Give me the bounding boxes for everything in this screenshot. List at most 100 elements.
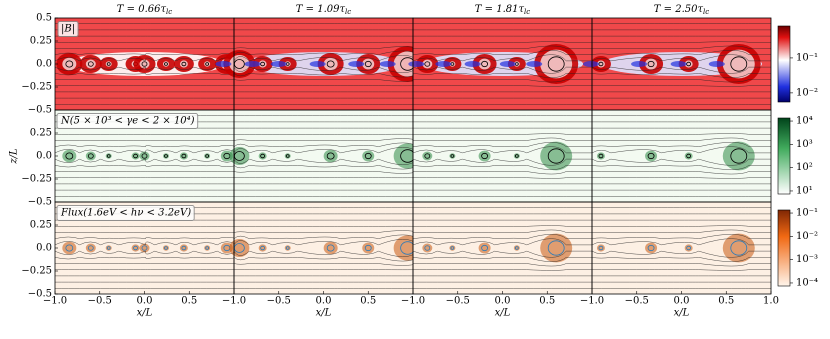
x-tick-label: 0.5	[181, 296, 197, 307]
plasmoid	[204, 245, 210, 250]
blue-region	[245, 61, 261, 67]
y-tick-label: 0.25	[30, 36, 52, 47]
plasmoid	[132, 152, 140, 159]
plasmoid	[645, 151, 657, 162]
column-title-main: T = 1.81τ	[475, 4, 525, 15]
plasmoid	[685, 244, 693, 251]
colorbar-tick-label: 10⁻¹	[796, 52, 818, 63]
blue-region	[215, 61, 231, 67]
row-label: Flux(1.6eV < hν < 3.2eV)	[60, 208, 191, 219]
plasmoid	[204, 61, 210, 66]
plasmoid	[479, 243, 491, 254]
blue-region	[380, 61, 396, 67]
y-axis-label: z/L	[9, 148, 20, 165]
plasmoid	[285, 245, 291, 250]
plasmoid	[86, 244, 96, 253]
blue-region	[408, 61, 424, 67]
colorbar-tick-label: 10³	[796, 139, 813, 150]
plasmoid	[540, 50, 572, 79]
y-tick-label: −0.5	[28, 105, 52, 116]
plasmoid	[229, 239, 249, 257]
y-tick-label: 0.25	[30, 220, 52, 231]
plasmoid	[86, 60, 96, 69]
blue-region	[348, 61, 364, 67]
column-title-sub: lc	[345, 8, 351, 16]
colorbar-tick-label: 10¹	[796, 185, 813, 196]
blue-region	[465, 61, 481, 67]
colorbar	[778, 26, 790, 102]
colorbar-tick-label: 10²	[796, 162, 813, 173]
x-axis-label: x/L	[316, 308, 332, 319]
x-tick-label: −0.5	[446, 296, 470, 307]
x-tick-label: −1.0	[43, 296, 67, 307]
column-title: T = 1.09τlc	[296, 4, 351, 17]
y-tick-label: −0.5	[28, 197, 52, 208]
column-title-sub: lc	[166, 8, 172, 16]
plasmoid	[204, 153, 210, 158]
x-tick-label: −0.5	[625, 296, 649, 307]
plasmoid	[362, 151, 374, 162]
x-axis-label: x/L	[674, 308, 690, 319]
plasmoid	[106, 153, 112, 158]
column-title-main: T = 2.50τ	[654, 4, 704, 15]
plasmoid	[62, 58, 76, 71]
y-tick-label: 0.0	[36, 59, 52, 70]
plasmoid	[163, 153, 169, 158]
plasmoid	[685, 152, 693, 159]
y-tick-label: −0.25	[21, 82, 52, 93]
plasmoid	[180, 244, 188, 251]
plasmoid	[324, 150, 338, 163]
plasmoid	[362, 243, 374, 254]
x-tick-label: 0.0	[674, 296, 690, 307]
y-tick-label: −0.25	[21, 266, 52, 277]
plasmoid	[723, 142, 755, 171]
plasmoid	[514, 153, 520, 158]
column-title-main: T = 0.66τ	[117, 4, 167, 15]
x-axis-label: x/L	[495, 308, 511, 319]
plasmoid	[723, 234, 755, 263]
plasmoid	[229, 147, 249, 165]
blue-region	[526, 61, 542, 67]
plasmoid	[479, 151, 491, 162]
colorbar-tick-label: 10⁻¹	[796, 208, 818, 219]
x-tick-label: 0.5	[539, 296, 555, 307]
plasmoid	[180, 152, 188, 159]
plasmoid	[597, 152, 605, 159]
x-tick-label: −0.5	[88, 296, 112, 307]
plasmoid	[140, 60, 150, 69]
colorbar-tick-label: 10⁻²	[796, 87, 818, 98]
row-label: |B|	[61, 24, 75, 35]
colorbar-tick-label: 10⁻⁴	[796, 277, 818, 288]
plasmoid	[62, 150, 76, 163]
plasmoid	[163, 61, 169, 66]
column-title: T = 0.66τlc	[117, 4, 172, 17]
plasmoid	[540, 234, 572, 263]
plasmoid	[132, 244, 140, 251]
blue-region	[500, 61, 516, 67]
plasmoid	[106, 245, 112, 250]
colorbar	[778, 118, 790, 194]
x-tick-label: 1.0	[763, 296, 779, 307]
y-tick-label: 0.5	[36, 13, 52, 24]
plasmoid	[514, 245, 520, 250]
plasmoid	[540, 142, 572, 171]
y-tick-label: 0.0	[36, 151, 52, 162]
plasmoid	[285, 153, 291, 158]
y-tick-label: 0.0	[36, 243, 52, 254]
x-tick-label: −1.0	[580, 296, 604, 307]
column-title-sub: lc	[524, 8, 530, 16]
x-tick-label: 0.0	[316, 296, 332, 307]
plasmoid	[106, 61, 112, 66]
plasmoid	[140, 152, 150, 161]
x-tick-label: −0.5	[267, 296, 291, 307]
blue-region	[631, 61, 647, 67]
blue-region	[310, 61, 326, 67]
plasmoid	[723, 50, 755, 79]
plasmoid	[163, 245, 169, 250]
column-title: T = 2.50τlc	[654, 4, 709, 17]
y-tick-label: 0.25	[30, 128, 52, 139]
colorbar	[778, 210, 790, 286]
plasmoid	[86, 152, 96, 161]
plasmoid	[259, 244, 267, 251]
